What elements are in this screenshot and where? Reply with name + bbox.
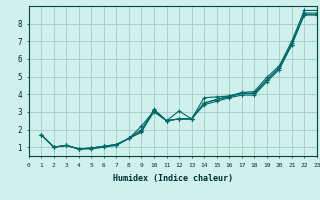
X-axis label: Humidex (Indice chaleur): Humidex (Indice chaleur) [113, 174, 233, 183]
